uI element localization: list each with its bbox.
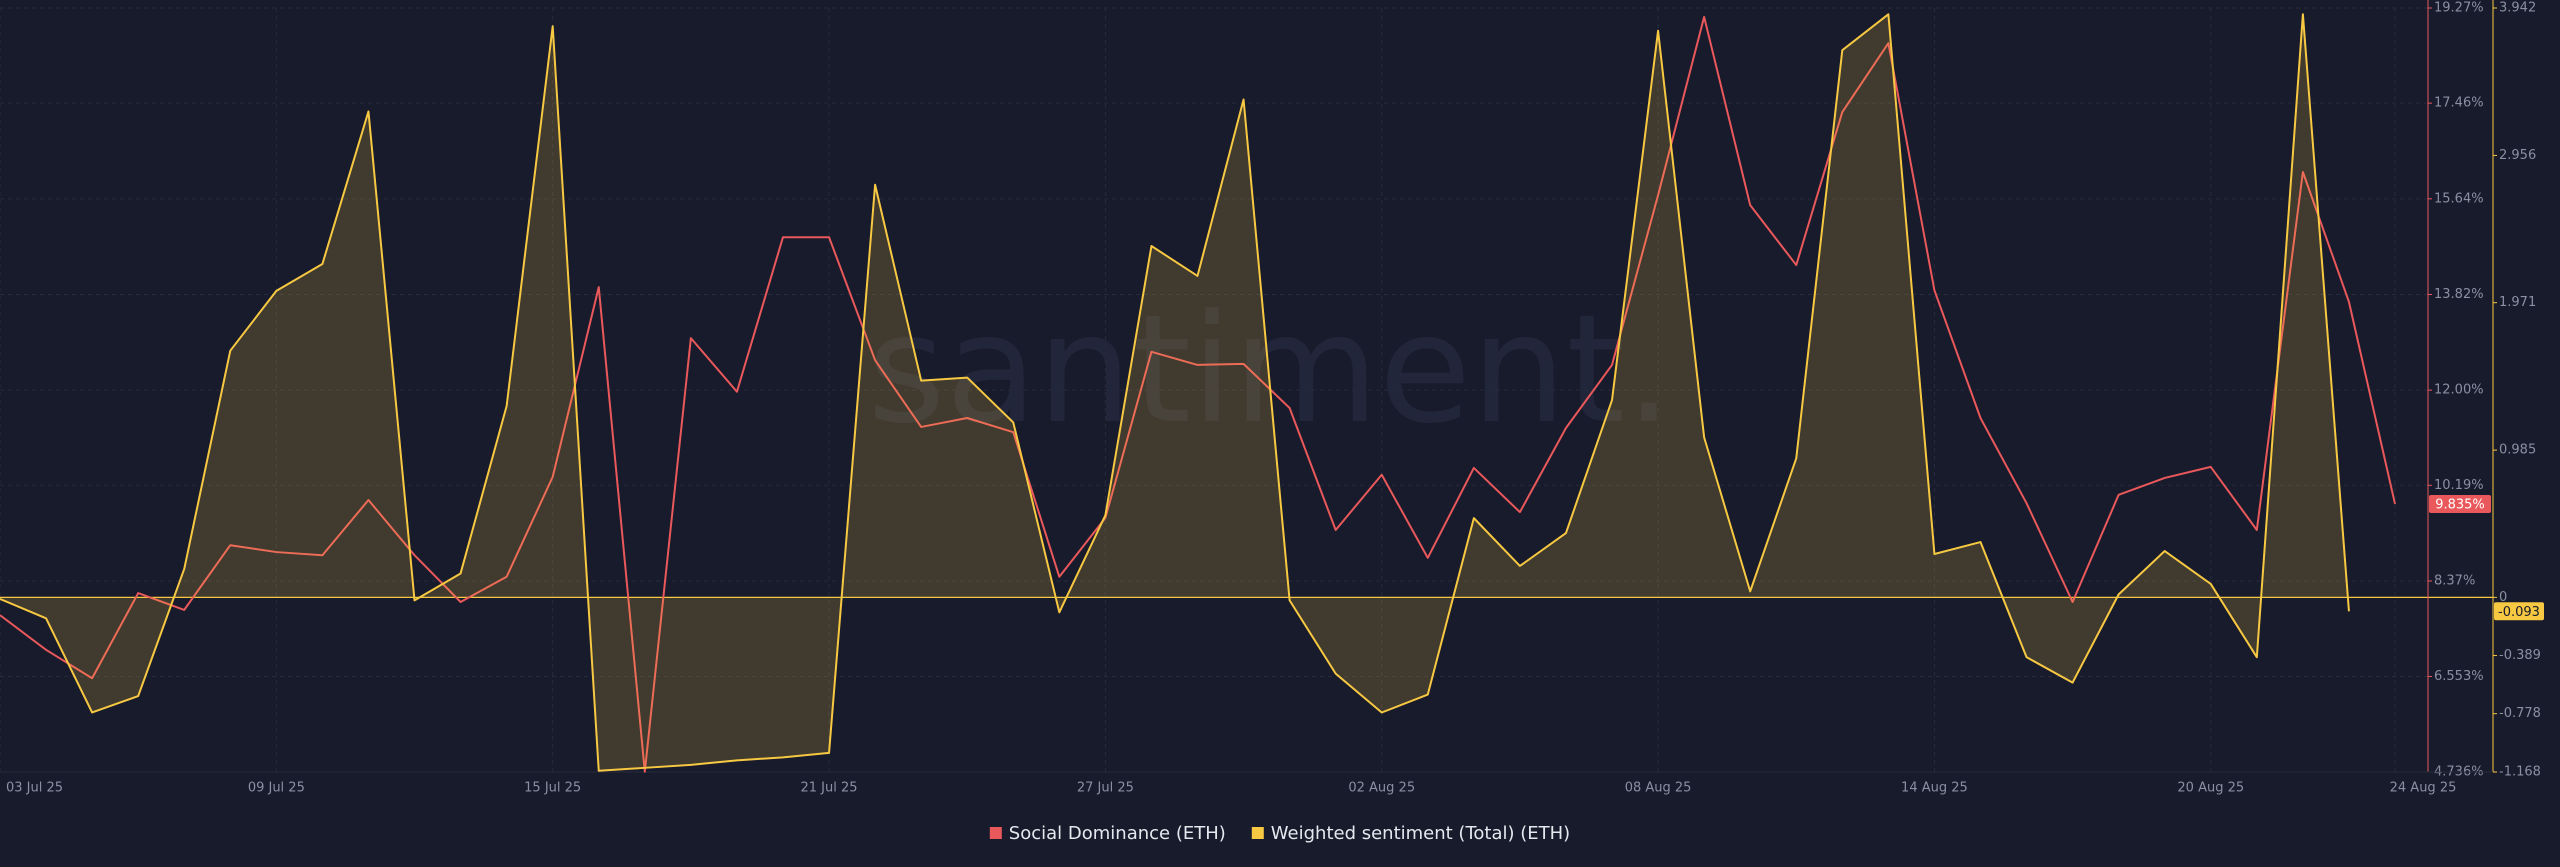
x-tick-label: 20 Aug 25 xyxy=(2177,781,2244,796)
x-tick-label: 27 Jul 25 xyxy=(1077,781,1134,796)
x-tick-label: 14 Aug 25 xyxy=(1901,781,1968,796)
area xyxy=(0,14,2349,771)
y-tick-label: 15.64% xyxy=(2434,191,2484,206)
y-tick-label: 6.553% xyxy=(2434,669,2484,684)
legend: Social Dominance (ETH) Weighted sentiment… xyxy=(989,823,1570,844)
y-tick-label: 12.00% xyxy=(2434,383,2484,398)
current-label: -0.093 xyxy=(2498,605,2540,620)
y2-tick-label: -1.168 xyxy=(2499,765,2541,780)
y-tick-label: 10.19% xyxy=(2434,478,2484,493)
y2-tick-label: 1.971 xyxy=(2499,295,2536,310)
x-tick-label: 08 Aug 25 xyxy=(1625,781,1692,796)
x-tick-label: 02 Aug 25 xyxy=(1348,781,1415,796)
y2-tick-label: 0 xyxy=(2499,590,2507,605)
legend-swatch xyxy=(989,827,1002,839)
y-tick-label: 17.46% xyxy=(2434,96,2484,111)
y-tick-label: 13.82% xyxy=(2434,287,2484,302)
y2-tick-label: -0.389 xyxy=(2499,648,2541,663)
legend-label: Social Dominance (ETH) xyxy=(1009,823,1226,844)
x-tick-label: 09 Jul 25 xyxy=(248,781,305,796)
y2-tick-label: -0.778 xyxy=(2499,706,2541,721)
x-tick-label: 21 Jul 25 xyxy=(801,781,858,796)
legend-swatch xyxy=(1251,827,1264,839)
line xyxy=(0,15,2396,773)
legend-label: Weighted sentiment (Total) (ETH) xyxy=(1271,823,1570,844)
current-label: 9.835% xyxy=(2435,497,2485,512)
y2-tick-label: 3.942 xyxy=(2499,1,2536,16)
y-tick-label: 8.37% xyxy=(2434,573,2475,588)
line xyxy=(0,13,2350,772)
x-tick-label: 15 Jul 25 xyxy=(524,781,581,796)
x-tick-label: 24 Aug 25 xyxy=(2390,781,2457,796)
x-tick-label: 03 Jul 25 xyxy=(6,781,63,796)
current-badge xyxy=(2429,494,2491,513)
y2-tick-label: 0.985 xyxy=(2499,443,2536,458)
current-badge xyxy=(2494,602,2544,621)
y2-tick-label: 2.956 xyxy=(2499,148,2536,163)
y-tick-label: 19.27% xyxy=(2434,1,2484,16)
